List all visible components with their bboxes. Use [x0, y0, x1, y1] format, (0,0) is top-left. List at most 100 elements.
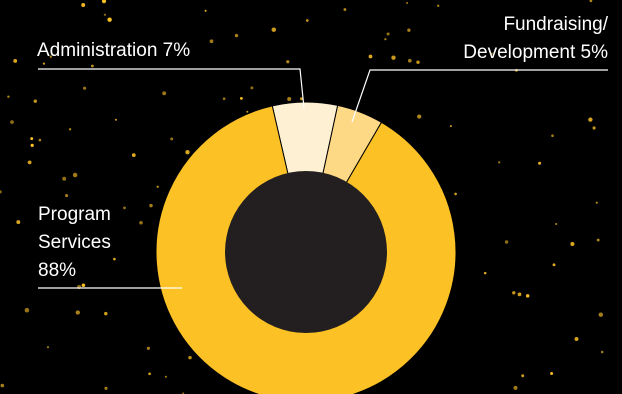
star-dot: [114, 118, 117, 121]
star-dot: [104, 311, 108, 316]
star-dot: [188, 355, 192, 360]
star-dot: [246, 110, 249, 113]
star-dot: [517, 292, 522, 297]
star-dot: [27, 160, 32, 165]
star-dot: [384, 38, 387, 41]
star-dot: [81, 283, 86, 287]
star-dot: [123, 206, 126, 210]
star-dot: [10, 120, 14, 124]
star-dot: [16, 220, 21, 225]
star-dot: [343, 8, 347, 11]
star-dot: [139, 221, 143, 225]
star-dot: [550, 372, 554, 375]
star-dot: [449, 125, 452, 128]
star-dot: [490, 52, 493, 56]
star-dot: [555, 222, 558, 226]
star-dot: [30, 137, 34, 141]
star-dot: [234, 33, 239, 38]
label-fundraising-development-line-1: Fundraising/: [503, 14, 608, 35]
star-dot: [286, 60, 290, 64]
star-dot: [204, 9, 207, 12]
donut-hole: [225, 171, 387, 333]
star-dot: [113, 257, 116, 261]
star-dot: [513, 385, 518, 390]
star-dot: [305, 19, 309, 22]
star-dot: [164, 375, 167, 378]
star-dot: [416, 60, 420, 64]
star-dot: [483, 271, 487, 275]
star-dot: [131, 153, 136, 157]
star-dot: [83, 86, 87, 90]
star-dot: [68, 128, 72, 131]
label-administration-line-1: Administration 7%: [37, 40, 190, 61]
star-dot: [91, 64, 94, 68]
star-dot: [65, 194, 69, 198]
star-dot: [391, 55, 396, 60]
star-dot: [437, 4, 440, 7]
star-dot: [162, 91, 167, 96]
star-dot: [407, 28, 411, 32]
star-dot: [49, 55, 52, 58]
star-dot: [595, 201, 598, 204]
star-dot: [13, 58, 18, 63]
star-dot: [185, 150, 190, 155]
label-program-services-line-1: Program: [38, 204, 111, 225]
star-dot: [512, 291, 516, 295]
star-dot: [30, 143, 34, 148]
star-dot: [588, 117, 593, 122]
star-dot: [454, 192, 457, 196]
star-dot: [146, 346, 151, 350]
star-dot: [598, 312, 604, 317]
star-dot: [368, 54, 373, 59]
star-dot: [148, 372, 151, 376]
star-dot: [75, 310, 80, 315]
label-fundraising-development-line-2: Development 5%: [463, 42, 608, 63]
slice-program-services: [155, 105, 457, 394]
leader-line-administration: [38, 68, 305, 109]
star-dot: [222, 97, 226, 101]
star-dot: [504, 240, 509, 244]
star-dot: [574, 337, 579, 341]
star-dot: [42, 62, 46, 65]
star-dot: [103, 13, 107, 16]
star-dot: [0, 190, 2, 194]
star-dot: [38, 138, 42, 142]
star-dot: [209, 39, 214, 44]
star-dot: [72, 172, 78, 178]
star-dot: [33, 99, 37, 103]
star-dot: [299, 97, 304, 101]
star-dot: [104, 386, 108, 390]
label-program-services-line-2: Services: [38, 232, 111, 253]
star-dot: [538, 161, 542, 165]
label-program-services-line-3: 88%: [38, 260, 76, 281]
leader-lines: [38, 68, 608, 289]
star-dot: [521, 374, 525, 378]
star-dot: [600, 350, 604, 354]
star-dot: [101, 0, 107, 4]
star-dot: [149, 203, 153, 208]
star-dot: [406, 1, 409, 5]
star-dot: [62, 176, 67, 181]
star-dot: [170, 137, 174, 141]
star-dot: [570, 241, 575, 247]
star-dot: [156, 185, 159, 188]
star-dot: [589, 0, 593, 3]
star-dot: [107, 17, 112, 22]
star-dot: [81, 3, 86, 7]
star-dot: [0, 383, 5, 388]
star-dot: [592, 126, 596, 130]
star-dot: [239, 96, 243, 100]
star-dot: [551, 134, 554, 138]
slice-labels: Program Services 88% Administration 7% Fundr…: [37, 14, 609, 281]
star-dot: [498, 161, 501, 164]
star-dot: [250, 86, 254, 90]
star-dot: [407, 58, 412, 63]
star-dot: [46, 345, 50, 349]
leader-line-fundraising-development: [351, 69, 608, 123]
star-dot: [271, 27, 277, 32]
star-dot: [24, 307, 30, 313]
star-dot: [7, 95, 10, 98]
star-dot: [386, 32, 390, 36]
